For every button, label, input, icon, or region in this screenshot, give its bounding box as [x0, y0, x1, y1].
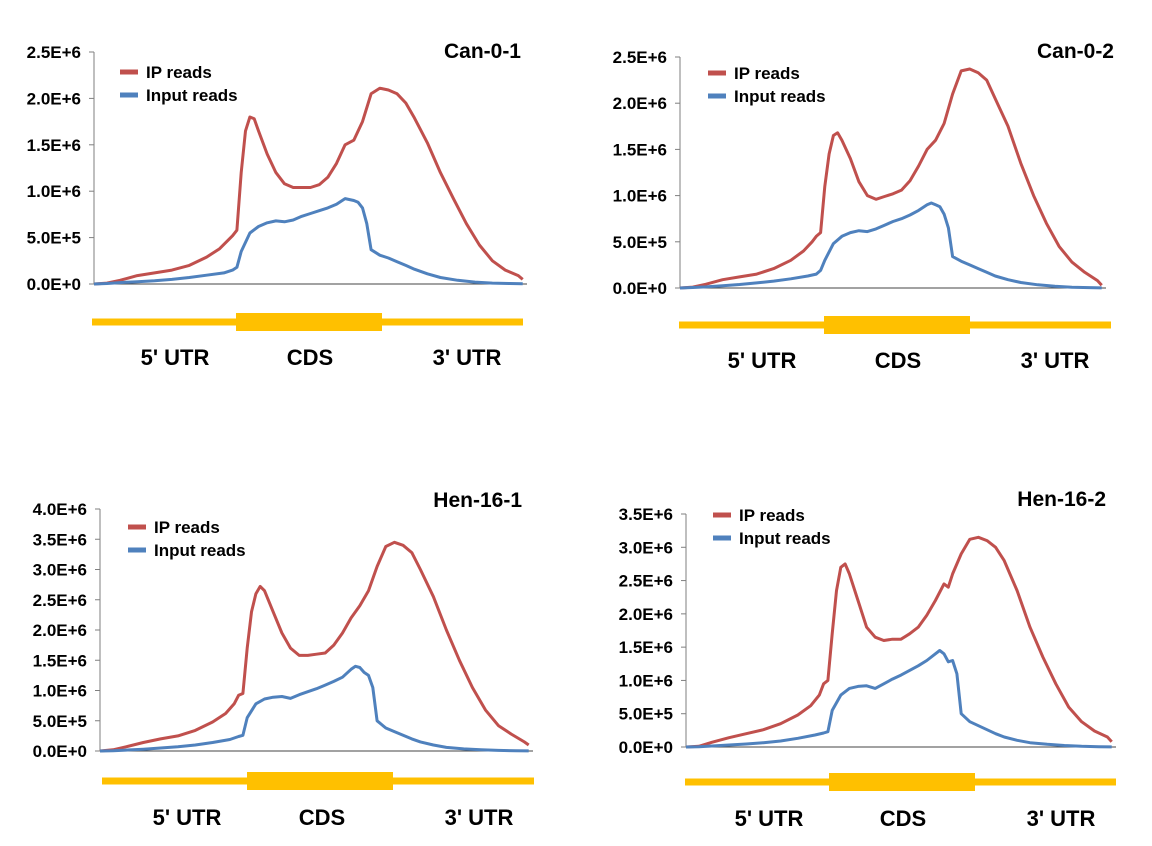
y-tick-label: 2.0E+6 [33, 621, 87, 640]
series-line-ip-reads [93, 86, 524, 286]
y-tick-label: 2.5E+6 [27, 43, 81, 62]
legend-label-input-reads: Input reads [739, 529, 831, 548]
panel-title: Hen-16-2 [1017, 488, 1106, 511]
y-tick-label: 1.0E+6 [27, 182, 81, 201]
series-line-input-reads [93, 197, 523, 286]
region-label-3utr: 3' UTR [445, 805, 514, 830]
y-tick-label: 5.0E+5 [33, 712, 87, 731]
y-tick-label: 1.0E+6 [33, 682, 87, 701]
region-label-5utr: 5' UTR [735, 806, 804, 831]
y-tick-label: 3.0E+6 [619, 538, 673, 557]
legend-label-ip-reads: IP reads [734, 64, 800, 83]
y-tick-label: 3.5E+6 [619, 505, 673, 524]
y-tick-label: 5.0E+5 [613, 233, 667, 252]
gene-model-cds-box [824, 316, 970, 334]
y-tick-label: 5.0E+5 [27, 229, 81, 248]
region-label-5utr: 5' UTR [728, 348, 797, 373]
y-tick-label: 1.0E+6 [619, 671, 673, 690]
legend-label-input-reads: Input reads [734, 87, 826, 106]
series-line-input-reads [685, 649, 1112, 749]
y-tick-label: 2.0E+6 [619, 605, 673, 624]
chart-panel-2: 0.0E+0 5.0E+5 1.0E+6 1.5E+6 2.0E+6 2.5E+6 3.0E… [33, 489, 534, 830]
region-label-cds: CDS [875, 348, 921, 373]
region-label-5utr: 5' UTR [141, 345, 210, 370]
y-tick-label: 1.5E+6 [619, 638, 673, 657]
series-line-input-reads [679, 201, 1102, 290]
legend-label-ip-reads: IP reads [146, 63, 212, 82]
panel-title: Hen-16-1 [433, 489, 522, 512]
region-label-5utr: 5' UTR [153, 805, 222, 830]
y-tick-label: 3.0E+6 [33, 561, 87, 580]
chart-panel-1: 0.0E+0 5.0E+5 1.0E+6 1.5E+6 2.0E+6 2.5E+6 IP r… [613, 40, 1114, 373]
region-label-3utr: 3' UTR [1027, 806, 1096, 831]
chart-panel-0: 0.0E+0 5.0E+5 1.0E+6 1.5E+6 2.0E+6 2.5E+6 IP r… [27, 40, 527, 370]
y-tick-label: 0.0E+0 [27, 275, 81, 294]
y-tick-label: 0.0E+0 [33, 742, 87, 761]
region-label-3utr: 3' UTR [433, 345, 502, 370]
gene-model-cds-box [829, 773, 975, 791]
y-tick-label: 4.0E+6 [33, 500, 87, 519]
y-tick-label: 2.0E+6 [613, 94, 667, 113]
y-tick-label: 1.5E+6 [27, 136, 81, 155]
y-tick-label: 2.5E+6 [619, 572, 673, 591]
series-line-ip-reads [679, 67, 1103, 290]
y-tick-label: 1.5E+6 [613, 140, 667, 159]
legend-label-input-reads: Input reads [146, 86, 238, 105]
gene-model-cds-box [236, 313, 382, 331]
legend-label-input-reads: Input reads [154, 541, 246, 560]
region-label-cds: CDS [880, 806, 926, 831]
y-tick-label: 1.0E+6 [613, 187, 667, 206]
chart-panel-3: 0.0E+0 5.0E+5 1.0E+6 1.5E+6 2.0E+6 2.5E+6 3.0E… [619, 488, 1116, 831]
series-line-ip-reads [99, 540, 530, 753]
region-label-cds: CDS [299, 805, 345, 830]
y-tick-label: 2.5E+6 [33, 591, 87, 610]
panel-title: Can-0-2 [1037, 40, 1114, 63]
gene-model-cds-box [247, 772, 393, 790]
series-line-ip-reads [685, 535, 1113, 749]
region-label-3utr: 3' UTR [1021, 348, 1090, 373]
region-label-cds: CDS [287, 345, 333, 370]
y-tick-label: 3.5E+6 [33, 530, 87, 549]
y-tick-label: 0.0E+0 [619, 738, 673, 757]
panel-title: Can-0-1 [444, 40, 521, 63]
y-tick-label: 5.0E+5 [619, 705, 673, 724]
y-tick-label: 0.0E+0 [613, 279, 667, 298]
legend-label-ip-reads: IP reads [154, 518, 220, 537]
y-tick-label: 2.5E+6 [613, 48, 667, 67]
y-tick-label: 2.0E+6 [27, 89, 81, 108]
y-tick-label: 1.5E+6 [33, 651, 87, 670]
legend-label-ip-reads: IP reads [739, 506, 805, 525]
series-line-input-reads [99, 664, 529, 753]
